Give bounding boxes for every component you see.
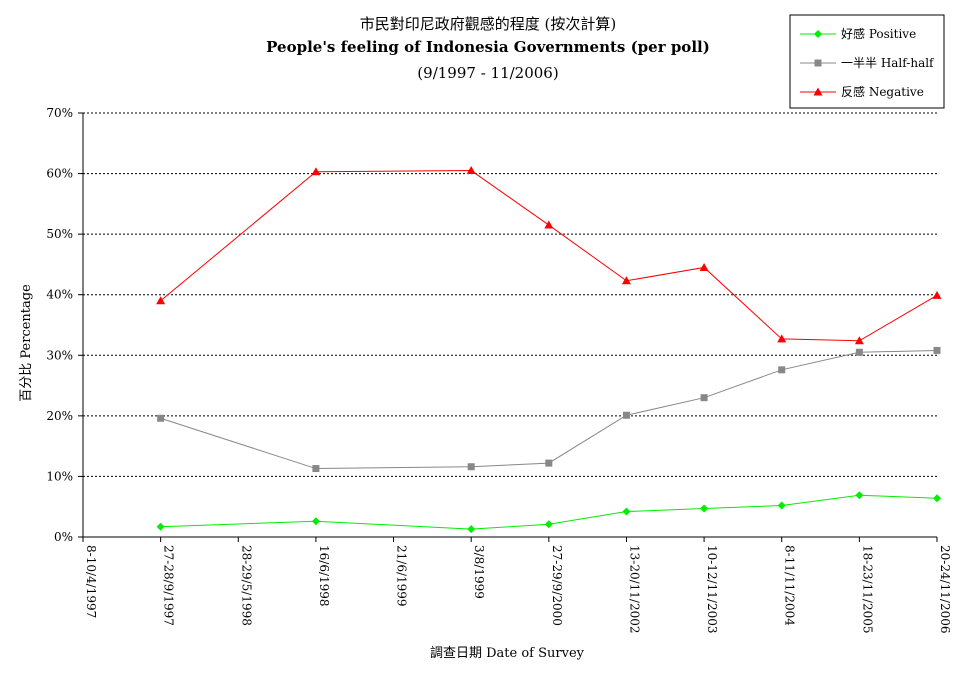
legend-entry: 好感 Positive <box>800 26 916 41</box>
data-point <box>621 276 631 285</box>
data-point <box>777 334 787 343</box>
x-tick-label: 16/6/1998 <box>317 545 331 607</box>
legend-swatch-marker <box>813 87 823 96</box>
axes: 0% 10% 20% 30% 40% 50% 60% 70% 8-10/4/1997 27-28/… <box>46 106 952 634</box>
y-tick-label: 40% <box>46 288 73 302</box>
y-axis-label: 百分比 Percentage <box>19 284 34 402</box>
data-point <box>855 348 863 356</box>
x-tick-label: 10-12/11/2003 <box>705 545 719 634</box>
x-tick-label: 3/8/1999 <box>472 545 486 599</box>
data-point <box>466 166 476 175</box>
y-tick-label: 0% <box>54 530 73 544</box>
data-point <box>156 296 166 305</box>
legend-label: 好感 Positive <box>841 26 916 41</box>
x-tick-label: 8-11/11/2004 <box>783 545 797 626</box>
data-point <box>933 346 941 354</box>
data-point <box>622 411 630 419</box>
chart-subtitle: People's feeling of Indonesia Government… <box>266 38 710 56</box>
x-tick-label: 18-23/11/2005 <box>860 545 874 634</box>
y-tick-label: 60% <box>46 167 73 181</box>
series-square <box>157 346 941 473</box>
data-point <box>156 522 165 531</box>
data-point <box>700 504 709 513</box>
y-tick-label: 50% <box>46 227 73 241</box>
legend-label: 反感 Negative <box>841 84 924 99</box>
series-triangle <box>156 166 942 345</box>
chart-period: (9/1997 - 11/2006) <box>417 64 558 82</box>
y-tick-label: 10% <box>46 469 73 483</box>
chart-title: 市民對印尼政府觀感的程度 (按次計算) <box>360 15 616 33</box>
y-tick-label: 70% <box>46 106 73 120</box>
data-point <box>699 262 709 271</box>
legend-swatch-marker <box>814 30 822 38</box>
data-point <box>854 336 864 345</box>
x-axis-label: 調查日期 Date of Survey <box>430 646 585 661</box>
data-point <box>544 520 553 529</box>
series-line <box>160 349 938 470</box>
legend: 好感 Positive 一半半 Half-half 反感 Negative <box>789 14 945 109</box>
legend-swatch-marker <box>814 59 822 67</box>
data-point <box>622 507 631 516</box>
data-point <box>467 525 476 534</box>
legend-entry: 一半半 Half-half <box>800 56 935 70</box>
x-tick-label: 20-24/11/2006 <box>938 545 952 634</box>
data-point <box>933 494 941 503</box>
x-tick-label: 28-29/5/1998 <box>239 545 253 626</box>
x-tick-label: 27-29/9/2000 <box>550 545 564 626</box>
data-point <box>545 459 553 467</box>
data-point <box>778 366 786 374</box>
y-tick-label: 30% <box>46 348 73 362</box>
data-point <box>777 501 786 510</box>
x-tick-label: 27-28/9/1997 <box>162 545 176 626</box>
legend-label: 一半半 Half-half <box>841 56 935 70</box>
data-point <box>544 220 554 229</box>
x-tick-label: 8-10/4/1997 <box>84 545 98 618</box>
data-point <box>311 517 320 526</box>
series-diamond <box>156 491 941 534</box>
x-tick-label: 13-20/11/2002 <box>627 545 641 634</box>
data-point <box>855 491 864 500</box>
series-line <box>160 170 938 342</box>
data-point <box>157 414 165 422</box>
data-point <box>700 394 708 402</box>
gridlines <box>83 112 937 477</box>
y-tick-label: 20% <box>46 409 73 423</box>
data-point <box>932 290 942 299</box>
data-point <box>467 463 475 471</box>
data-point <box>311 167 321 176</box>
series-lines <box>156 166 942 534</box>
x-tick-label: 21/6/1999 <box>395 545 409 607</box>
legend-entry: 反感 Negative <box>800 84 924 99</box>
data-point <box>312 465 320 473</box>
